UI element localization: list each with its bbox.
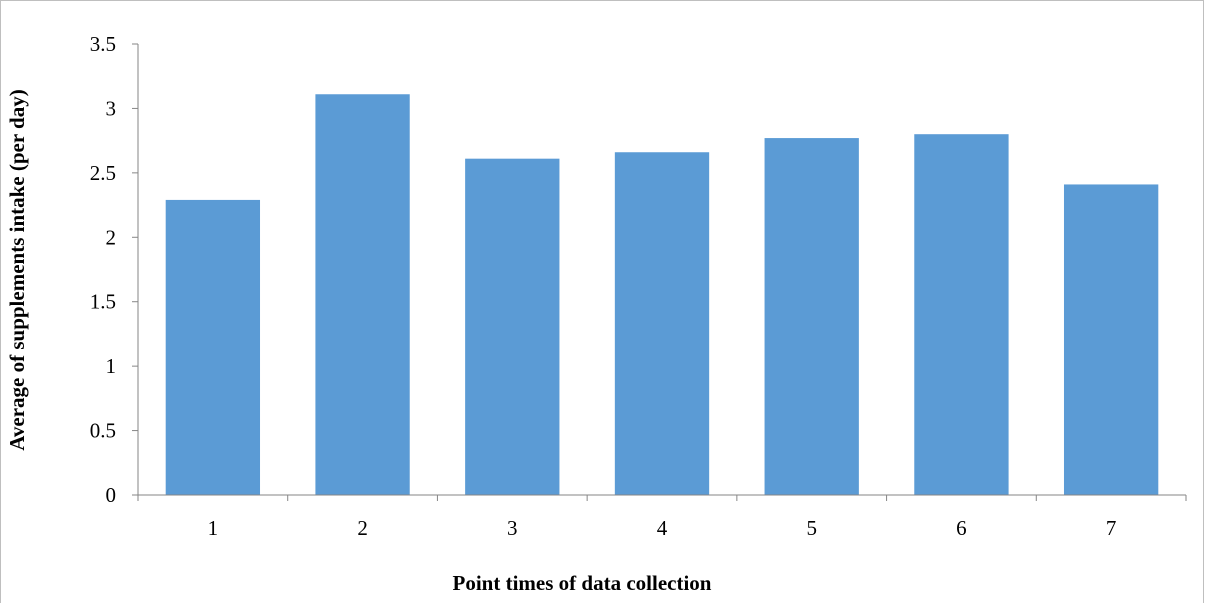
x-axis-title: Point times of data collection — [453, 571, 712, 595]
y-axis-title: Average of supplements intake (per day) — [5, 89, 29, 450]
bars-group — [165, 94, 1159, 496]
bar-2 — [315, 94, 410, 495]
y-tick-label: 1 — [106, 354, 117, 378]
y-tick-label: 0.5 — [90, 419, 116, 443]
x-tick-label: 7 — [1106, 516, 1117, 540]
bar-6 — [914, 134, 1009, 495]
bar-3 — [465, 158, 560, 495]
y-tick-label: 2 — [106, 225, 117, 249]
bar-7 — [1063, 184, 1159, 495]
y-tick-label: 0 — [106, 483, 117, 507]
x-tick-label: 1 — [208, 516, 219, 540]
y-tick-label: 3.5 — [90, 32, 116, 56]
y-tick-label: 1.5 — [90, 290, 116, 314]
y-tick-label: 2.5 — [90, 161, 116, 185]
bar-5 — [764, 138, 859, 495]
x-tick-label: 5 — [806, 516, 817, 540]
bar-1 — [165, 199, 261, 496]
x-axis-ticks: 1 2 3 4 5 6 7 — [137, 495, 1187, 540]
y-tick-label: 3 — [106, 96, 117, 120]
y-axis-ticks: 0 0.5 1 1.5 2 2.5 3 3.5 — [90, 32, 138, 507]
x-tick-label: 6 — [956, 516, 967, 540]
x-tick-label: 3 — [507, 516, 518, 540]
x-tick-label: 4 — [657, 516, 668, 540]
bar-4 — [614, 152, 710, 496]
x-tick-label: 2 — [357, 516, 368, 540]
